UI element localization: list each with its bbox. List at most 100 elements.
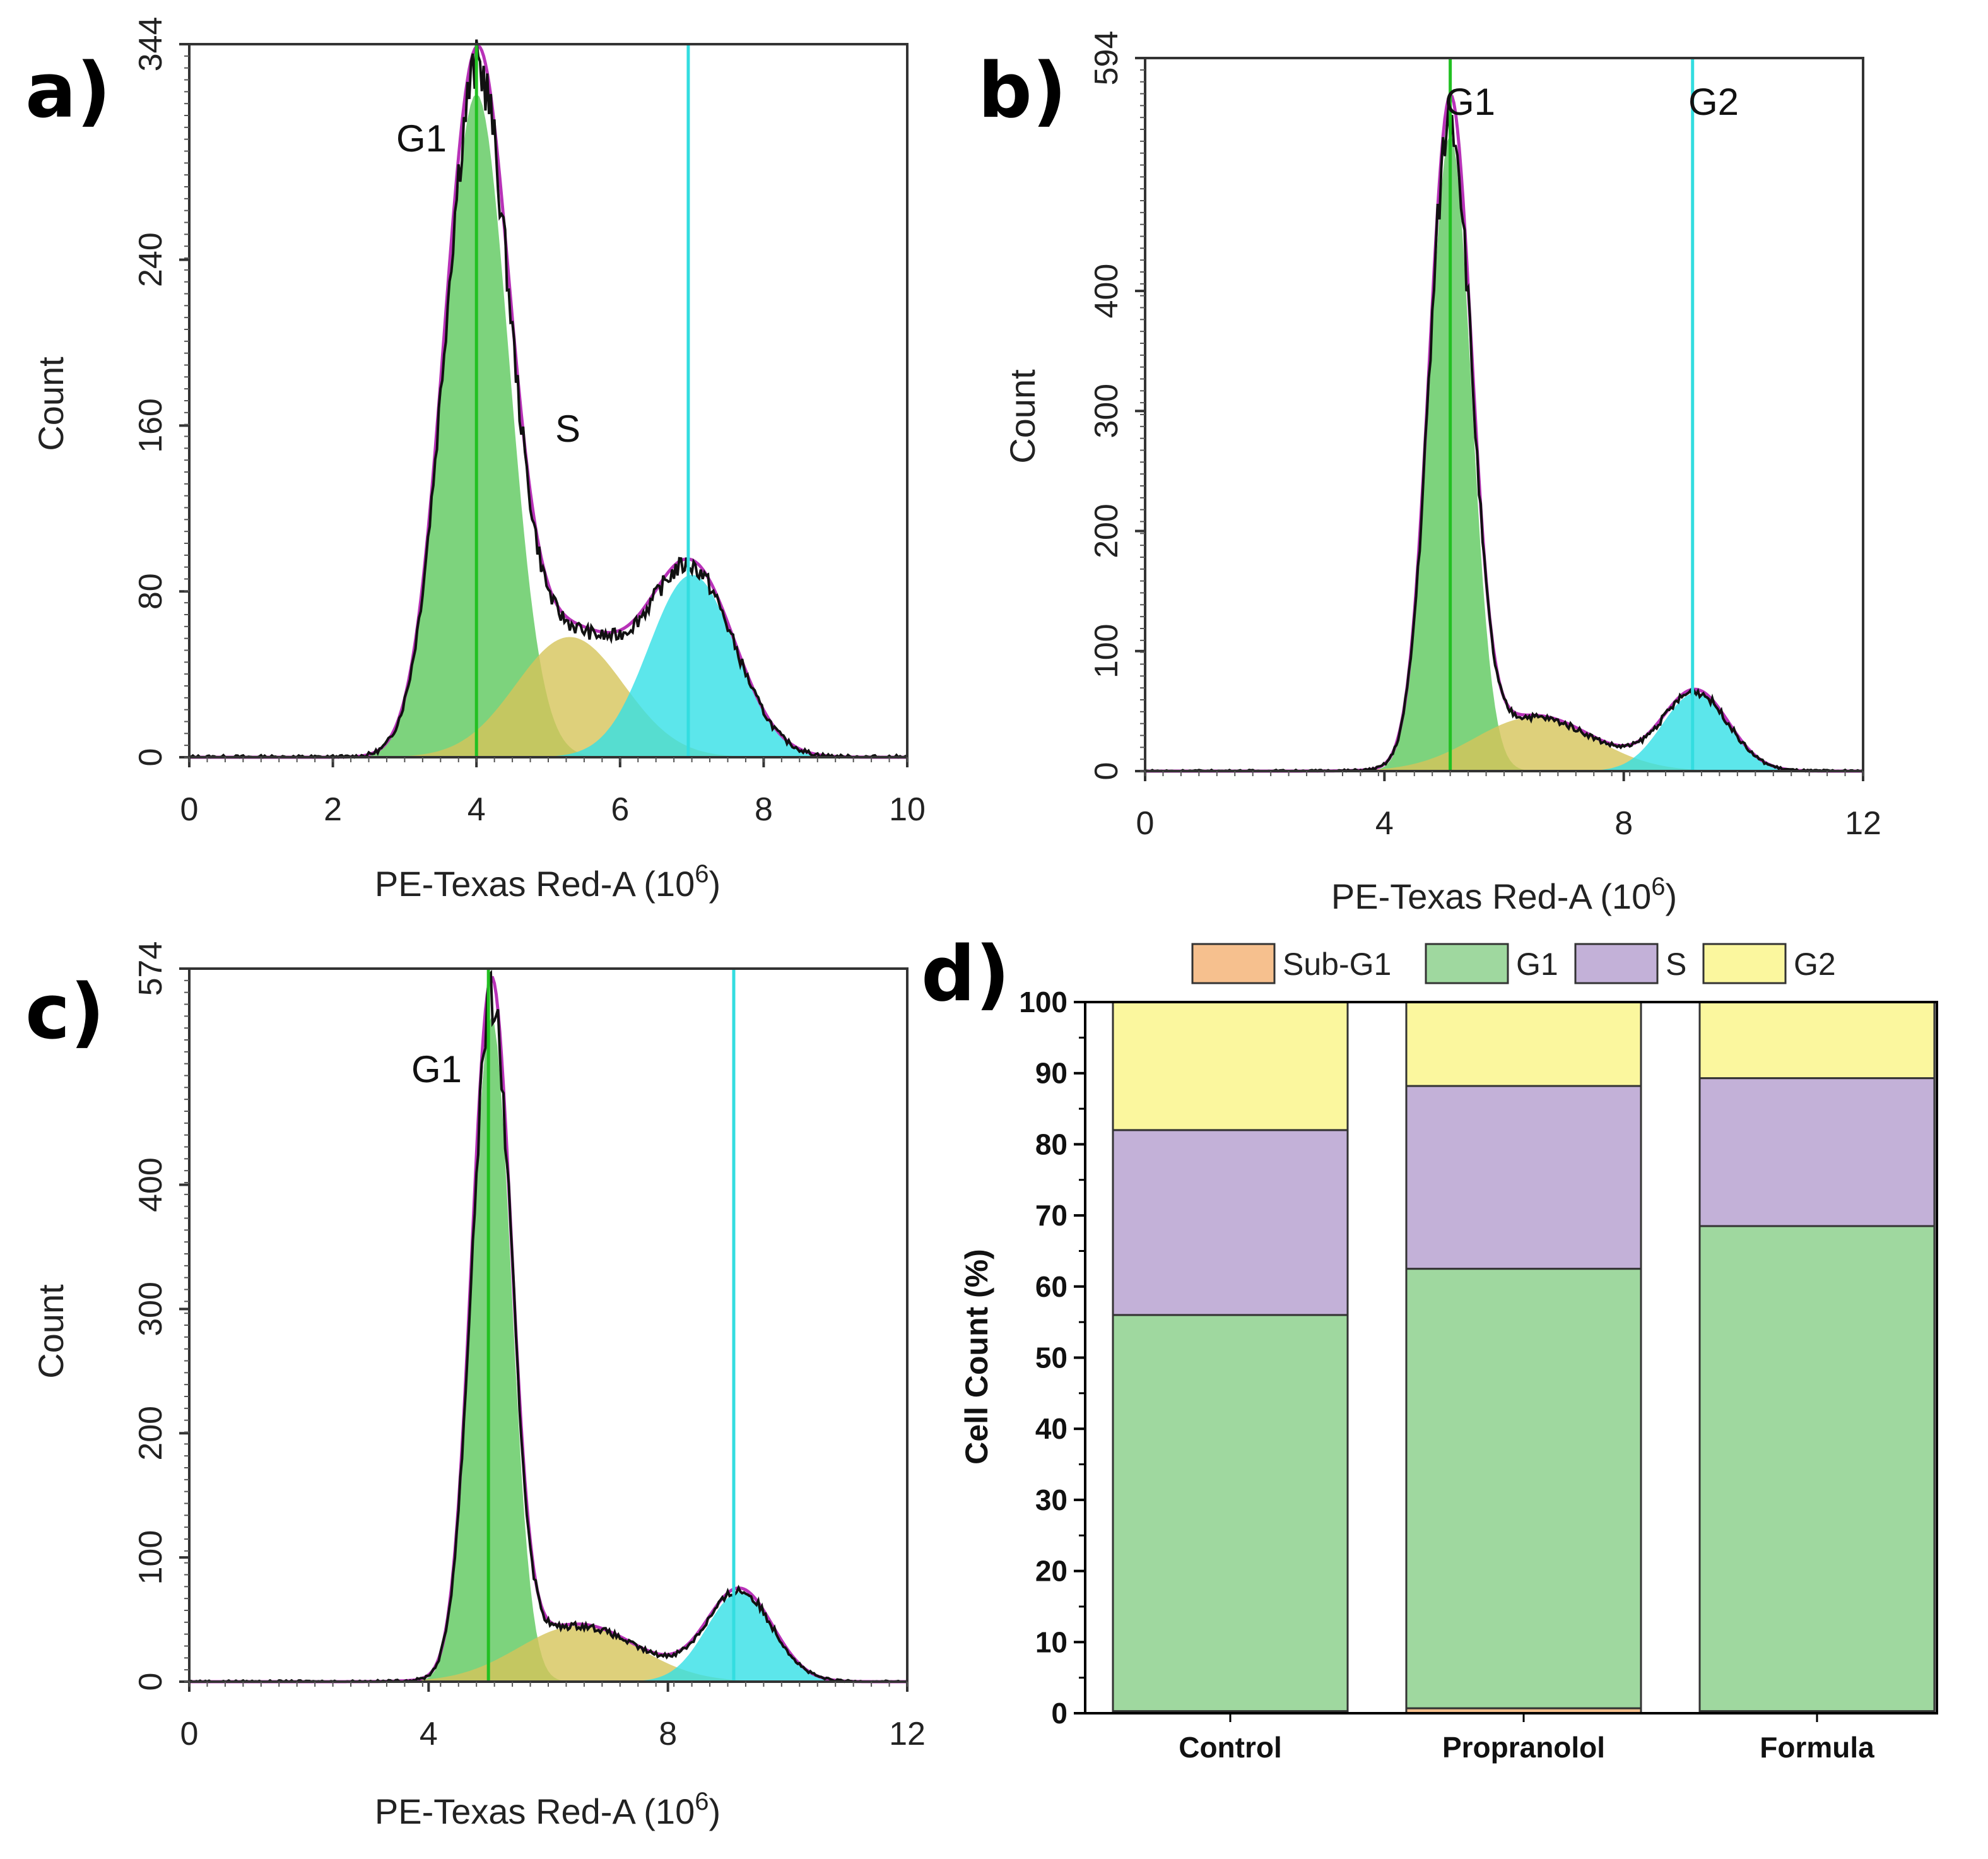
panel-a-x-tick-label: 0 <box>180 791 199 828</box>
panel-b-x-tick-label: 0 <box>1136 805 1155 842</box>
panel-a-y-tick-label: 0 <box>132 748 169 767</box>
panel-a-x-ticks: 0 2 4 6 8 10 <box>180 757 926 828</box>
panel-c-x-tick-label: 8 <box>659 1716 677 1752</box>
bar-formula-g1 <box>1698 1225 1936 1713</box>
panel-b-frame <box>1144 57 1864 772</box>
panel-b-y-tick-label: 300 <box>1088 384 1125 439</box>
panel-c-x-tick-label: 12 <box>889 1716 926 1752</box>
panel-c-y-tick-label: 574 <box>132 941 169 996</box>
bar-control-s <box>1112 1129 1349 1316</box>
legend-label-g1: G1 <box>1516 947 1558 982</box>
panel-a-x-tick-label: 6 <box>611 791 629 828</box>
y-tick-label: 10 <box>1035 1626 1068 1658</box>
panel-b-x-tick-label: 8 <box>1615 805 1633 842</box>
panel-a-y-tick-label: 160 <box>132 398 169 453</box>
panel-a-letter: a) <box>25 47 111 135</box>
panel-a-s-fit-area <box>189 637 907 757</box>
y-tick-label: 30 <box>1035 1484 1068 1516</box>
x-category-label: Formula <box>1760 1731 1874 1764</box>
y-tick-label: 90 <box>1035 1057 1068 1090</box>
y-tick-label: 100 <box>1019 986 1068 1018</box>
bar-formula-s <box>1698 1077 1936 1227</box>
panel-c-g1-label: G1 <box>411 1048 462 1090</box>
panel-a-y-axis-label: Count <box>31 357 71 451</box>
panel-b-g2-label: G2 <box>1688 81 1739 123</box>
panel-b-g2-fit-area <box>1145 693 1863 771</box>
panel-c-y-axis-label: Count <box>31 1284 71 1379</box>
panel-a-x-tick-label: 8 <box>755 791 773 828</box>
bar-control-g2 <box>1112 1001 1349 1131</box>
panel-a-x-axis-label: PE-Texas Red-A (106) <box>375 860 721 904</box>
legend-label-s: S <box>1666 947 1686 982</box>
panel-b-y-tick-label: 200 <box>1088 504 1125 558</box>
panel-c-x-tick-label: 0 <box>180 1716 199 1752</box>
panel-d-stacked-bar-chart: d) Sub-G1 G1 S G2 0 10 20 30 40 50 60 70 80 90 100 Co… <box>921 931 1938 1764</box>
panel-b-raw-data-line <box>1144 105 1864 773</box>
x-category-label: Propranolol <box>1442 1731 1605 1764</box>
panel-b-y-ticks: 0 100 200 300 400 594 <box>1088 31 1145 781</box>
bar-formula-g2 <box>1698 1001 1936 1080</box>
panel-b-y-axis-label: Count <box>1003 369 1042 464</box>
panel-c-model-fit-line <box>189 976 907 1684</box>
panel-a-g2-fit-area <box>189 574 907 757</box>
panel-c-y-tick-label: 400 <box>132 1157 169 1212</box>
panel-b-x-tick-label: 4 <box>1375 805 1394 842</box>
y-tick-label: 80 <box>1035 1128 1068 1160</box>
panel-c-s-fit-area <box>189 1626 907 1682</box>
panel-b-histogram: b) 0 100 200 300 400 594 0 4 8 12 Count PE-Texas… <box>978 31 1881 916</box>
panel-c-plot-area <box>189 969 908 1684</box>
panel-a-y-tick-label: 344 <box>132 17 169 72</box>
legend-label-g2: G2 <box>1794 947 1836 982</box>
legend-swatch-s <box>1574 943 1659 984</box>
panel-a-s-label: S <box>555 408 580 450</box>
panel-c-frame <box>188 967 909 1683</box>
panel-d-legend: Sub-G1 G1 S G2 <box>1191 943 1836 984</box>
panel-c-y-tick-label: 0 <box>132 1673 169 1691</box>
panel-c-x-ticks: 0 4 8 12 <box>180 1682 926 1752</box>
panel-c-y-tick-label: 300 <box>132 1282 169 1337</box>
panel-c-y-tick-label: 200 <box>132 1406 169 1461</box>
legend-swatch-sub-g1 <box>1191 943 1276 984</box>
panel-d-x-ticks: Control Propranolol Formula <box>1179 1713 1874 1764</box>
bar-propranolol-g1 <box>1405 1268 1642 1709</box>
panel-d-letter: d) <box>921 931 1010 1018</box>
panel-a-g1-label: G1 <box>396 117 447 160</box>
panel-c-raw-data-line <box>189 969 908 1684</box>
panel-b-plot-area <box>1144 58 1864 773</box>
panel-c-y-tick-label: 100 <box>132 1530 169 1585</box>
panel-a-y-tick-label: 240 <box>132 232 169 287</box>
panel-c-letter: c) <box>25 969 105 1056</box>
x-category-label: Control <box>1179 1731 1282 1764</box>
panel-d-y-ticks: 0 10 20 30 40 50 60 70 80 90 100 <box>1019 986 1085 1730</box>
y-tick-label: 70 <box>1035 1199 1068 1232</box>
panel-b-y-tick-label: 594 <box>1088 31 1125 86</box>
y-tick-label: 0 <box>1051 1697 1068 1730</box>
panel-b-x-tick-label: 12 <box>1845 805 1881 842</box>
panel-b-x-ticks: 0 4 8 12 <box>1136 771 1881 842</box>
panel-a-y-ticks: 0 80 160 240 344 <box>132 17 189 767</box>
panel-a-y-tick-label: 80 <box>132 573 169 610</box>
panel-b-g1-label: G1 <box>1445 81 1495 123</box>
bar-propranolol-s <box>1405 1085 1642 1270</box>
panel-b-letter: b) <box>978 47 1067 135</box>
legend-label-sub-g1: Sub-G1 <box>1283 947 1391 982</box>
panel-c-histogram: c) 0 100 200 300 400 574 0 4 8 12 Count PE-Texas… <box>25 941 926 1831</box>
panel-c-x-axis-label: PE-Texas Red-A (106) <box>375 1788 721 1831</box>
panel-d-bars <box>1112 1001 1936 1714</box>
panel-c-g1-fit-area <box>189 1017 907 1682</box>
legend-swatch-g2 <box>1702 943 1787 984</box>
y-tick-label: 50 <box>1035 1342 1068 1374</box>
panel-c-x-tick-label: 4 <box>420 1716 438 1752</box>
panel-a-plot-area <box>189 39 908 759</box>
panel-c-g2-fit-area <box>189 1592 907 1682</box>
panel-a-x-tick-label: 2 <box>324 791 342 828</box>
panel-b-g1-fit-area <box>1145 134 1863 772</box>
y-tick-label: 40 <box>1035 1412 1068 1445</box>
panel-b-y-tick-label: 100 <box>1088 623 1125 678</box>
panel-a-histogram: a) 0 80 160 240 344 0 2 4 6 8 10 Count PE-Texas R… <box>25 17 926 904</box>
panel-d-y-axis-label: Cell Count (%) <box>959 1249 994 1465</box>
panel-b-y-tick-label: 0 <box>1088 762 1125 781</box>
legend-swatch-g1 <box>1425 943 1509 984</box>
panel-b-y-tick-label: 400 <box>1088 264 1125 319</box>
